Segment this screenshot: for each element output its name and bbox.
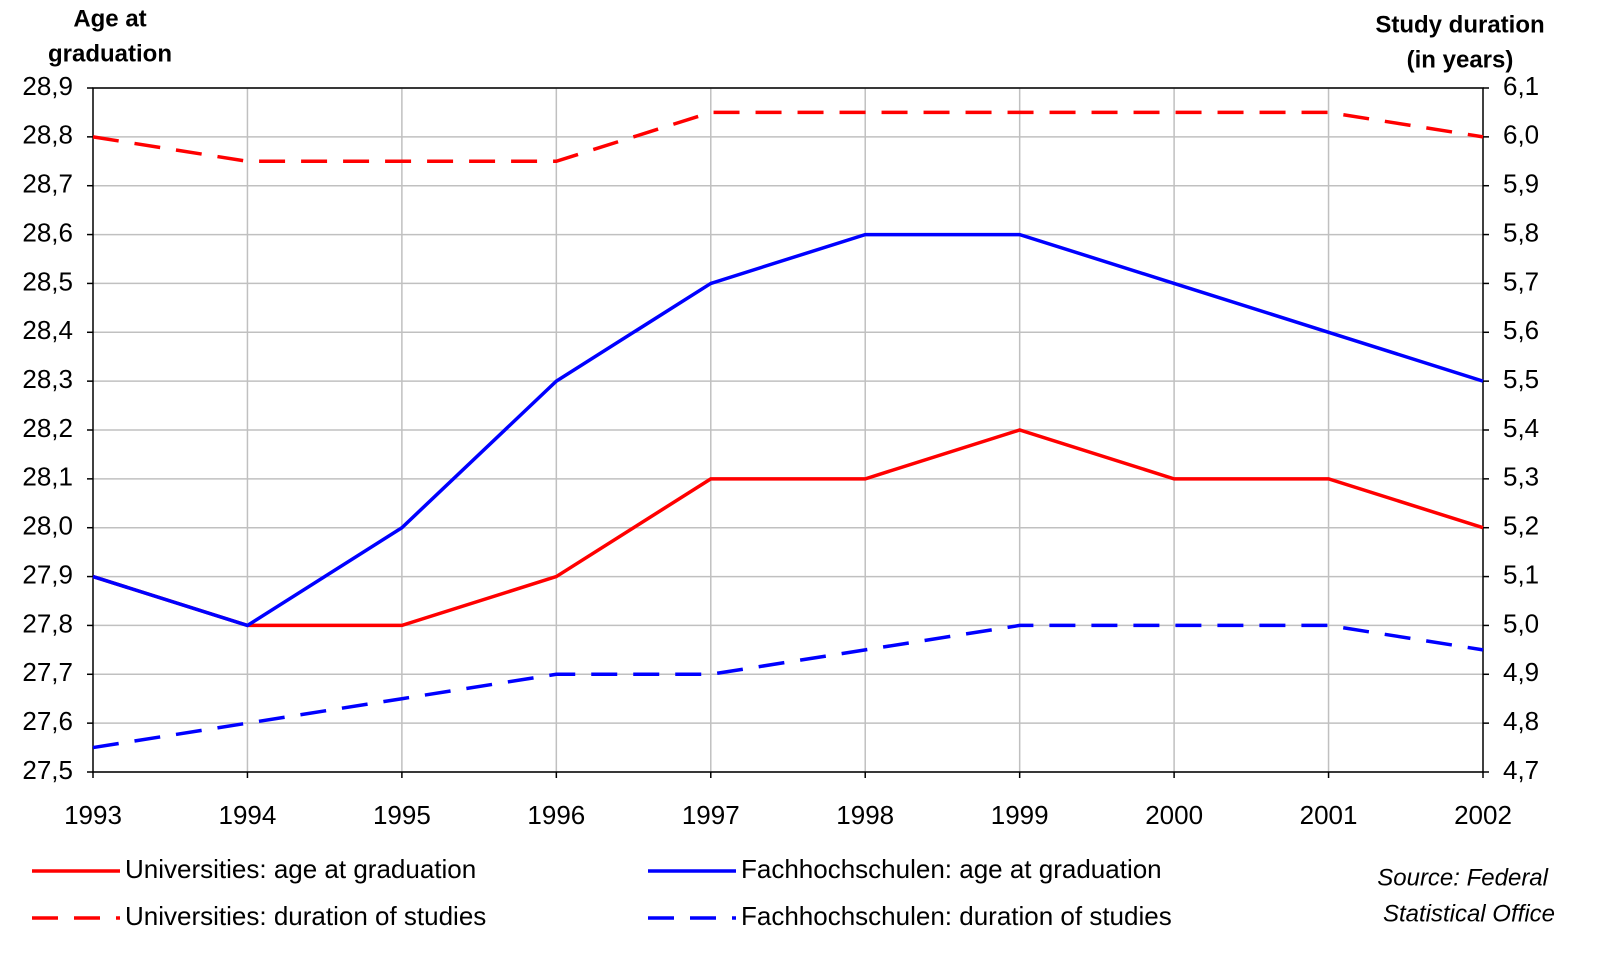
y-tick-label: 28,9 — [22, 71, 73, 101]
y2-tick-label: 5,9 — [1503, 169, 1539, 199]
y2-tick-label: 5,5 — [1503, 364, 1539, 394]
x-tick-label: 2000 — [1145, 800, 1203, 830]
y2-tick-label: 4,9 — [1503, 657, 1539, 687]
x-tick-label: 1993 — [64, 800, 122, 830]
y2-tick-label: 6,0 — [1503, 120, 1539, 150]
y-tick-label: 27,7 — [22, 657, 73, 687]
y2-tick-label: 5,4 — [1503, 413, 1539, 443]
y-tick-label: 27,5 — [22, 755, 73, 785]
y-tick-label: 28,8 — [22, 120, 73, 150]
y-tick-label: 28,1 — [22, 462, 73, 492]
x-tick-label: 1995 — [373, 800, 431, 830]
y2-tick-label: 4,8 — [1503, 706, 1539, 736]
legend-label: Universities: age at graduation — [125, 854, 476, 884]
y2-tick-label: 5,8 — [1503, 217, 1539, 247]
y2-tick-label: 6,1 — [1503, 71, 1539, 101]
x-tick-label: 1996 — [527, 800, 585, 830]
x-tick-label: 1998 — [836, 800, 894, 830]
y-tick-label: 28,7 — [22, 169, 73, 199]
y-axis-title: Age at — [73, 5, 146, 32]
legend-label: Universities: duration of studies — [125, 901, 486, 931]
y-axis-title: graduation — [48, 40, 172, 67]
y-tick-label: 28,4 — [22, 315, 73, 345]
y-tick-label: 27,9 — [22, 559, 73, 589]
y-tick-label: 28,0 — [22, 511, 73, 541]
x-tick-label: 2002 — [1454, 800, 1512, 830]
y-tick-label: 28,5 — [22, 266, 73, 296]
x-tick-label: 2001 — [1300, 800, 1358, 830]
y2-tick-label: 5,1 — [1503, 559, 1539, 589]
series-line — [92, 232, 1484, 628]
x-tick-label: 1999 — [991, 800, 1049, 830]
series-line — [92, 428, 1484, 628]
legend-label: Fachhochschulen: age at graduation — [741, 854, 1162, 884]
series-line — [92, 623, 1484, 750]
series-line — [92, 110, 1484, 164]
plot-area — [92, 87, 1484, 773]
y2-tick-label: 5,0 — [1503, 608, 1539, 638]
y-tick-label: 28,6 — [22, 217, 73, 247]
x-tick-label: 1997 — [682, 800, 740, 830]
y2-axis-title: Study duration — [1375, 11, 1544, 38]
y2-tick-label: 5,2 — [1503, 511, 1539, 541]
y-tick-label: 28,3 — [22, 364, 73, 394]
source: Statistical Office — [1383, 900, 1555, 927]
y-tick-label: 27,8 — [22, 608, 73, 638]
y-tick-label: 28,2 — [22, 413, 73, 443]
y2-axis-title: (in years) — [1407, 46, 1514, 73]
y-tick-label: 27,6 — [22, 706, 73, 736]
x-tick-label: 1994 — [219, 800, 277, 830]
y2-tick-label: 5,6 — [1503, 315, 1539, 345]
source: Source: Federal — [1377, 864, 1548, 891]
legend-label: Fachhochschulen: duration of studies — [741, 901, 1172, 931]
y2-tick-label: 5,3 — [1503, 462, 1539, 492]
y2-tick-label: 5,7 — [1503, 266, 1539, 296]
y2-tick-label: 4,7 — [1503, 755, 1539, 785]
